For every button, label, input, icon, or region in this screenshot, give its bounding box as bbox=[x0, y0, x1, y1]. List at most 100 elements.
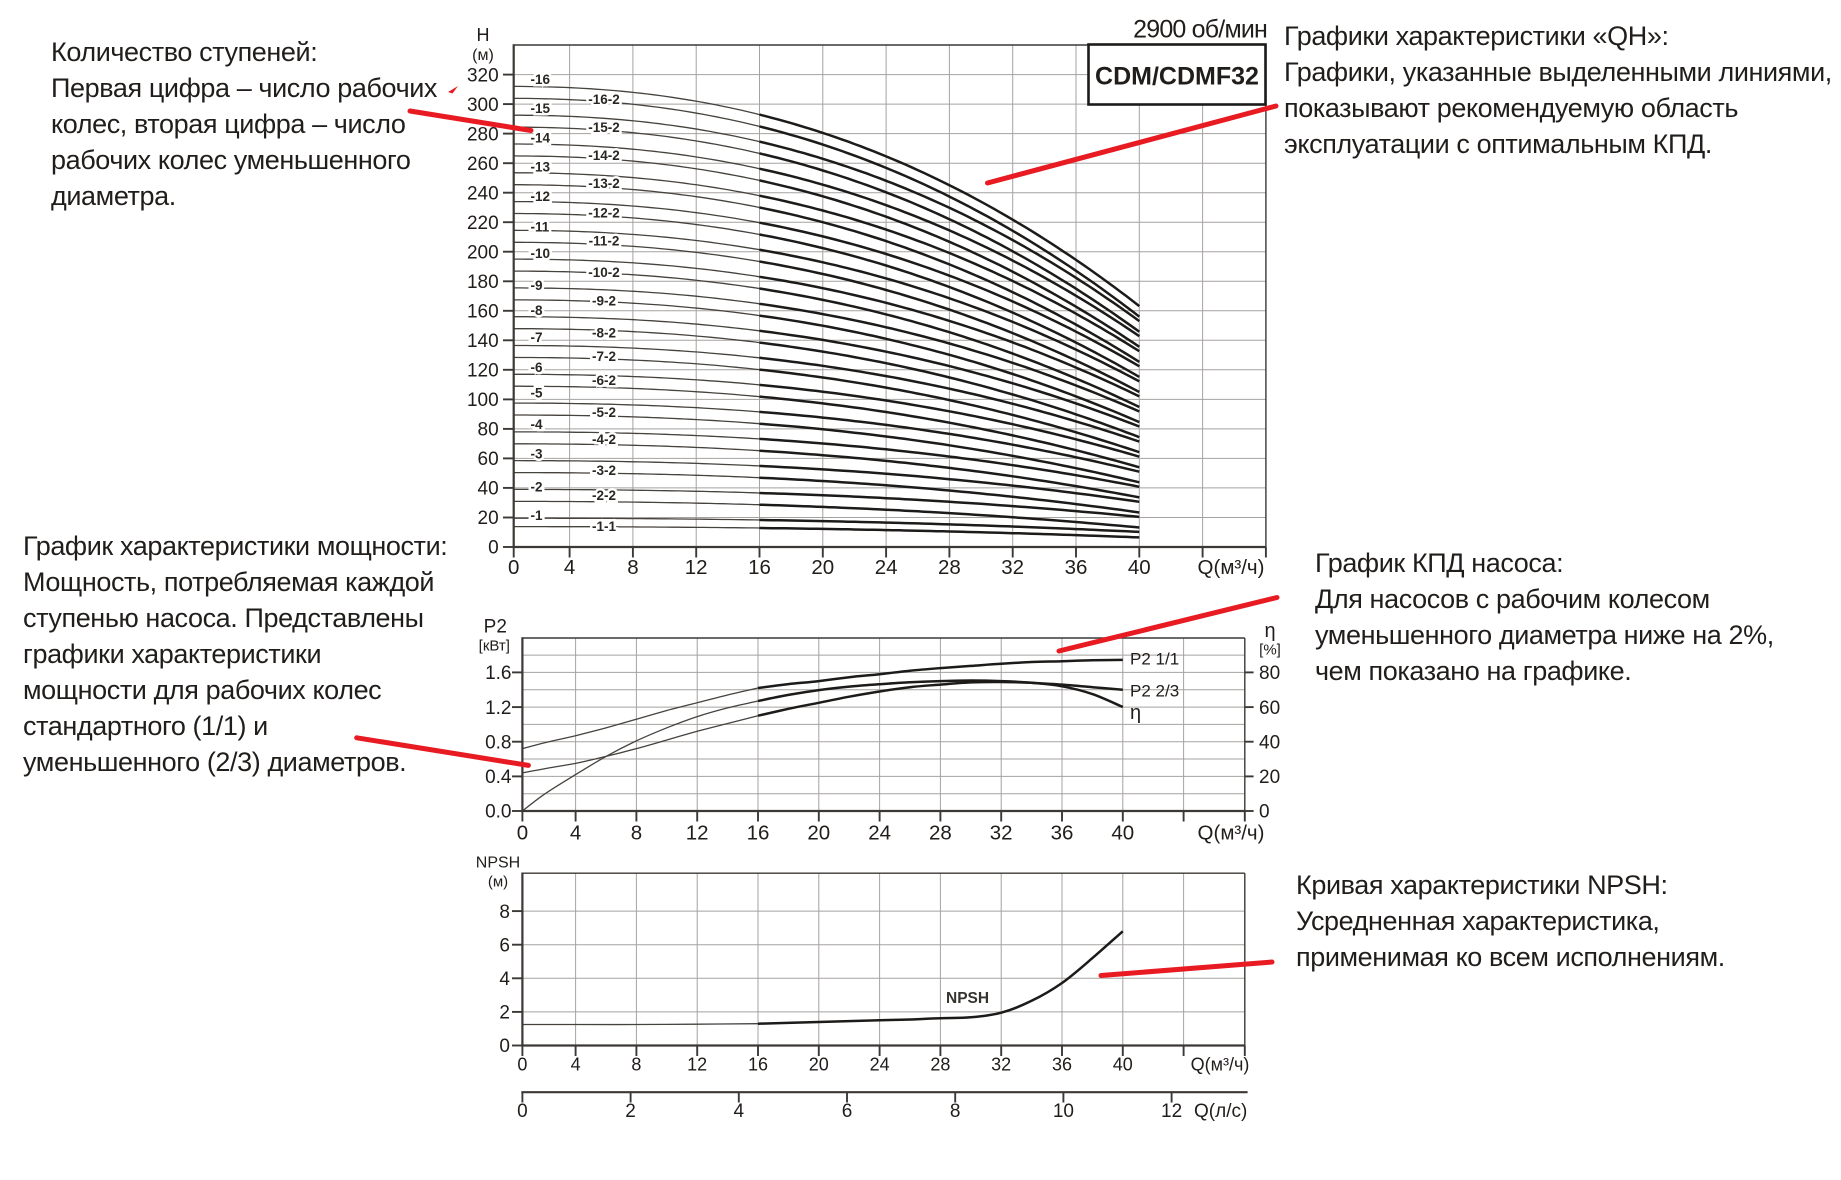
svg-text:32: 32 bbox=[1001, 556, 1024, 579]
svg-text:[%]: [%] bbox=[1259, 642, 1281, 659]
svg-text:0: 0 bbox=[508, 556, 519, 579]
svg-text:24: 24 bbox=[875, 556, 898, 579]
svg-text:0: 0 bbox=[1259, 802, 1270, 823]
svg-text:-7: -7 bbox=[531, 330, 543, 345]
svg-text:NPSH: NPSH bbox=[476, 855, 520, 872]
svg-text:-15-2: -15-2 bbox=[588, 120, 620, 135]
svg-text:6: 6 bbox=[842, 1101, 853, 1122]
svg-text:0: 0 bbox=[517, 1101, 528, 1122]
svg-text:-6-2: -6-2 bbox=[592, 373, 616, 388]
svg-text:Q(м³/ч): Q(м³/ч) bbox=[1198, 556, 1265, 579]
svg-text:4: 4 bbox=[571, 1055, 581, 1075]
svg-text:-16-2: -16-2 bbox=[588, 92, 620, 107]
svg-text:20: 20 bbox=[807, 822, 830, 845]
svg-text:10: 10 bbox=[1053, 1101, 1074, 1122]
svg-text:-12: -12 bbox=[531, 189, 551, 204]
svg-text:36: 36 bbox=[1065, 556, 1088, 579]
svg-text:28: 28 bbox=[938, 556, 961, 579]
svg-text:12: 12 bbox=[1161, 1101, 1182, 1122]
svg-text:8: 8 bbox=[631, 1055, 641, 1075]
svg-text:0: 0 bbox=[517, 1055, 527, 1075]
svg-text:-3: -3 bbox=[531, 446, 543, 461]
svg-text:-16: -16 bbox=[531, 72, 551, 87]
svg-text:24: 24 bbox=[868, 822, 891, 845]
svg-text:12: 12 bbox=[687, 1055, 707, 1075]
svg-text:-6: -6 bbox=[531, 360, 543, 375]
svg-text:16: 16 bbox=[748, 556, 771, 579]
svg-text:-8-2: -8-2 bbox=[592, 325, 616, 340]
svg-text:140: 140 bbox=[467, 331, 499, 352]
svg-text:-9-2: -9-2 bbox=[592, 293, 616, 308]
svg-text:2900 об/мин: 2900 об/мин bbox=[1133, 16, 1267, 44]
svg-text:-11: -11 bbox=[531, 219, 550, 234]
svg-text:2: 2 bbox=[499, 1003, 510, 1024]
svg-text:-12-2: -12-2 bbox=[588, 205, 620, 220]
svg-text:-5: -5 bbox=[531, 385, 543, 400]
svg-text:6: 6 bbox=[499, 935, 510, 956]
svg-text:8: 8 bbox=[950, 1101, 961, 1122]
svg-text:-11-2: -11-2 bbox=[589, 233, 620, 248]
svg-text:2: 2 bbox=[625, 1101, 636, 1122]
svg-text:1.2: 1.2 bbox=[485, 698, 511, 719]
svg-text:4: 4 bbox=[499, 969, 510, 990]
svg-text:12: 12 bbox=[686, 822, 709, 845]
svg-text:4: 4 bbox=[570, 822, 581, 845]
svg-text:CDM/CDMF32: CDM/CDMF32 bbox=[1095, 63, 1259, 91]
svg-text:36: 36 bbox=[1051, 822, 1074, 845]
svg-text:-13: -13 bbox=[531, 160, 551, 175]
svg-text:-2-2: -2-2 bbox=[592, 488, 616, 503]
svg-text:8: 8 bbox=[627, 556, 638, 579]
svg-text:Q(м³/ч): Q(м³/ч) bbox=[1191, 1055, 1250, 1075]
svg-text:300: 300 bbox=[467, 95, 499, 116]
svg-text:-13-2: -13-2 bbox=[588, 176, 620, 191]
svg-text:-15: -15 bbox=[531, 101, 551, 116]
svg-text:P2: P2 bbox=[484, 617, 507, 638]
svg-text:20: 20 bbox=[1259, 767, 1280, 788]
svg-text:-4-2: -4-2 bbox=[592, 432, 616, 447]
svg-text:16: 16 bbox=[747, 822, 770, 845]
svg-text:(м): (м) bbox=[488, 874, 508, 891]
svg-text:H: H bbox=[477, 25, 490, 45]
svg-text:32: 32 bbox=[991, 1055, 1011, 1075]
svg-text:16: 16 bbox=[748, 1055, 768, 1075]
svg-text:0.8: 0.8 bbox=[485, 732, 511, 753]
svg-text:η: η bbox=[1264, 620, 1275, 642]
svg-text:0: 0 bbox=[517, 822, 528, 845]
svg-text:20: 20 bbox=[478, 508, 499, 529]
svg-text:0.4: 0.4 bbox=[485, 767, 512, 788]
svg-text:-4: -4 bbox=[531, 417, 543, 432]
svg-text:η: η bbox=[1130, 702, 1141, 724]
svg-text:-14: -14 bbox=[531, 130, 551, 145]
svg-text:P2 2/3: P2 2/3 bbox=[1130, 682, 1179, 701]
svg-text:120: 120 bbox=[467, 361, 499, 382]
svg-text:160: 160 bbox=[467, 302, 499, 323]
svg-text:1.6: 1.6 bbox=[485, 663, 511, 684]
svg-text:20: 20 bbox=[809, 1055, 829, 1075]
svg-text:220: 220 bbox=[467, 213, 499, 234]
svg-text:[кВт]: [кВт] bbox=[479, 638, 510, 655]
svg-text:280: 280 bbox=[467, 124, 499, 145]
svg-text:-1-1: -1-1 bbox=[592, 519, 616, 534]
svg-text:240: 240 bbox=[467, 183, 499, 204]
svg-text:200: 200 bbox=[467, 242, 499, 263]
svg-text:NPSH: NPSH bbox=[946, 990, 989, 1007]
svg-text:P2 1/1: P2 1/1 bbox=[1130, 650, 1179, 669]
svg-text:36: 36 bbox=[1052, 1055, 1072, 1075]
svg-text:-7-2: -7-2 bbox=[592, 349, 616, 364]
svg-text:-3-2: -3-2 bbox=[592, 463, 616, 478]
svg-text:28: 28 bbox=[929, 822, 952, 845]
svg-text:100: 100 bbox=[467, 390, 499, 411]
svg-text:-9: -9 bbox=[531, 278, 543, 293]
svg-text:-8: -8 bbox=[531, 303, 543, 318]
svg-text:-10: -10 bbox=[531, 246, 551, 261]
svg-text:4: 4 bbox=[734, 1101, 745, 1122]
svg-text:60: 60 bbox=[1259, 698, 1280, 719]
svg-text:40: 40 bbox=[1259, 732, 1280, 753]
svg-text:-14-2: -14-2 bbox=[588, 148, 620, 163]
svg-text:0.0: 0.0 bbox=[485, 802, 511, 823]
svg-text:Q(м³/ч): Q(м³/ч) bbox=[1198, 822, 1265, 845]
svg-text:12: 12 bbox=[685, 556, 708, 579]
svg-text:-2: -2 bbox=[531, 480, 543, 495]
svg-text:32: 32 bbox=[990, 822, 1013, 845]
svg-text:8: 8 bbox=[631, 822, 642, 845]
